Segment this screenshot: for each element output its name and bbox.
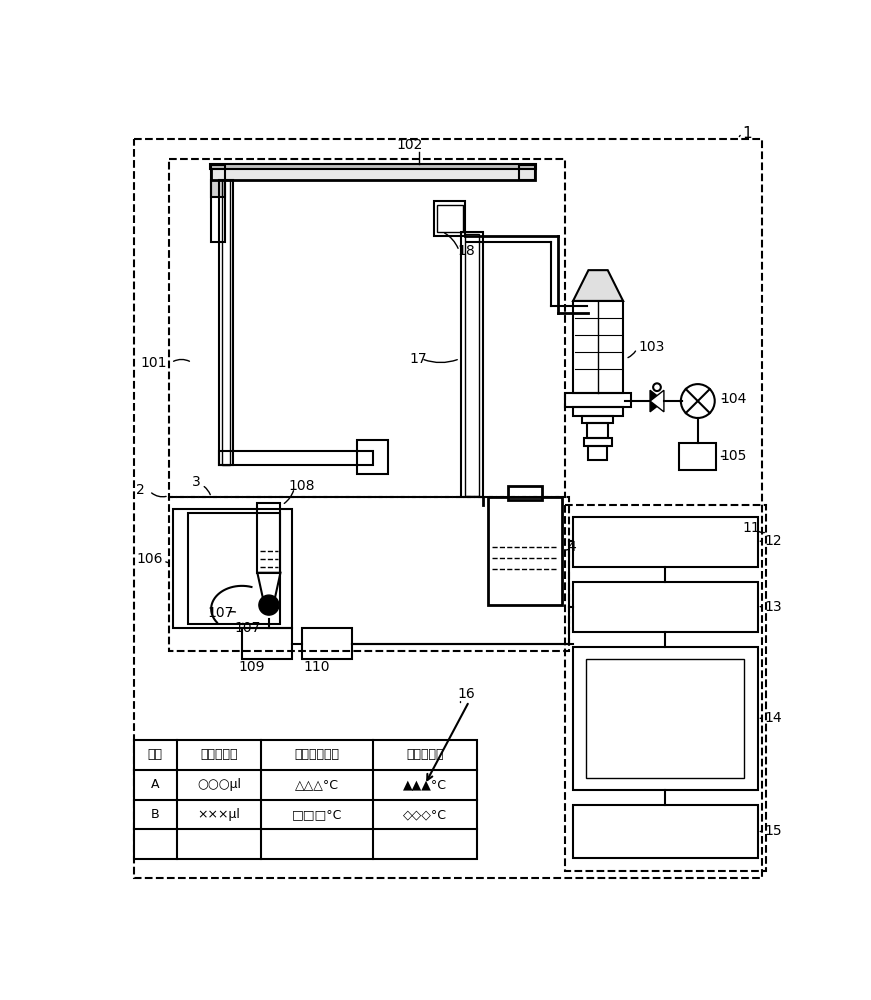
Circle shape [259, 595, 279, 615]
Polygon shape [650, 390, 664, 412]
Text: 2: 2 [137, 483, 145, 497]
Text: ×××μl: ×××μl [198, 808, 240, 821]
Bar [169, 497, 570, 651]
Bar [583, 416, 613, 423]
Text: □□□°C: □□□°C [292, 808, 342, 821]
Bar [462, 232, 483, 497]
Text: 试剂: 试剂 [148, 748, 163, 761]
Bar [211, 165, 225, 242]
Bar [679, 443, 716, 470]
Bar [573, 805, 758, 858]
Bar [357, 440, 388, 474]
Bar [573, 407, 623, 416]
Text: ○○○μl: ○○○μl [197, 778, 241, 791]
Bar [519, 165, 535, 180]
Polygon shape [573, 270, 623, 301]
Bar [586, 659, 744, 778]
Text: 3: 3 [192, 475, 200, 489]
Bar [172, 509, 292, 628]
Text: A: A [151, 778, 159, 791]
Bar [573, 582, 758, 632]
Text: 4: 4 [568, 540, 577, 554]
Text: 110: 110 [304, 660, 330, 674]
Bar [211, 166, 535, 180]
Polygon shape [211, 180, 225, 197]
Text: 101: 101 [140, 356, 167, 370]
Text: 106: 106 [137, 552, 163, 566]
Bar [565, 505, 766, 871]
Bar [565, 393, 631, 407]
Bar [210, 164, 536, 169]
Text: ◇◇◇°C: ◇◇◇°C [402, 808, 447, 821]
Polygon shape [650, 390, 664, 412]
Text: 12: 12 [764, 534, 781, 548]
Text: 18: 18 [457, 244, 476, 258]
Text: 105: 105 [721, 449, 747, 463]
Text: 16: 16 [457, 687, 476, 701]
Text: 103: 103 [638, 340, 665, 354]
Text: ▲▲▲°C: ▲▲▲°C [402, 778, 447, 791]
Bar [584, 438, 612, 446]
Text: 109: 109 [238, 660, 265, 674]
Bar [489, 497, 562, 605]
Bar [589, 446, 607, 460]
Bar [302, 628, 352, 659]
Bar [242, 628, 292, 659]
Text: 107: 107 [207, 606, 233, 620]
Text: 104: 104 [721, 392, 747, 406]
Text: 13: 13 [764, 600, 781, 614]
Text: B: B [151, 808, 159, 821]
Text: 17: 17 [410, 352, 428, 366]
Bar [219, 451, 373, 465]
Text: 液体保冷温度: 液体保冷温度 [294, 748, 340, 761]
Bar [465, 234, 479, 496]
Text: 14: 14 [764, 711, 781, 725]
Text: 102: 102 [396, 138, 422, 152]
Bar [508, 486, 543, 500]
Bar [573, 517, 758, 567]
Bar [219, 180, 233, 465]
Bar [134, 740, 476, 859]
Text: 试剂分注量: 试剂分注量 [200, 748, 238, 761]
Bar [573, 301, 623, 393]
Bar [257, 503, 280, 573]
Bar [436, 205, 463, 232]
Text: 1: 1 [742, 126, 752, 141]
Text: 15: 15 [764, 824, 781, 838]
Bar [573, 647, 758, 790]
Bar [435, 201, 465, 235]
Bar [222, 180, 230, 465]
Bar [188, 513, 280, 624]
Bar [169, 158, 565, 497]
Text: 108: 108 [288, 479, 314, 493]
Text: 反应部温度: 反应部温度 [406, 748, 443, 761]
Bar [587, 423, 609, 438]
Text: △△△°C: △△△°C [295, 778, 339, 791]
Text: 107: 107 [234, 621, 260, 635]
Text: 11: 11 [742, 521, 760, 535]
